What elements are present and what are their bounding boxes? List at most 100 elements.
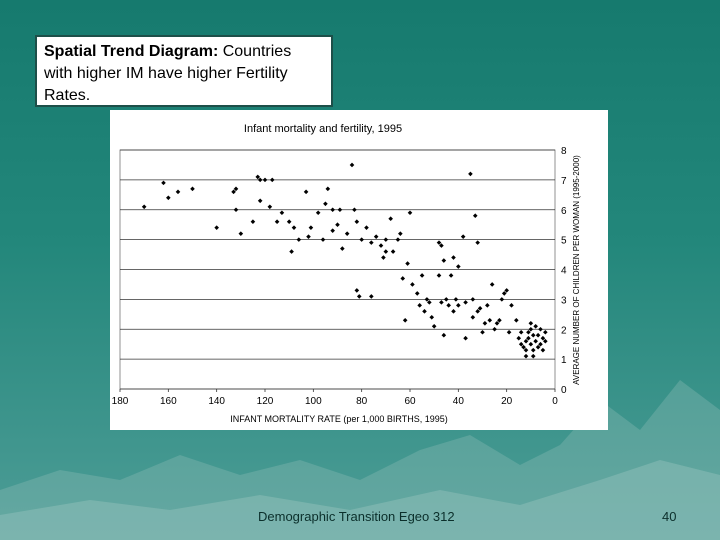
data-point xyxy=(439,243,444,248)
x-tick-label: 40 xyxy=(453,396,465,407)
data-point xyxy=(395,237,401,242)
chart-title: Infant mortality and fertility, 1995 xyxy=(244,123,402,135)
x-tick-label: 100 xyxy=(305,396,322,407)
data-point xyxy=(516,335,522,341)
data-point xyxy=(533,338,538,344)
data-point xyxy=(214,225,219,230)
x-tick-label: 80 xyxy=(356,396,368,407)
data-point xyxy=(141,204,147,210)
data-point xyxy=(262,177,268,183)
data-point xyxy=(279,210,285,216)
data-point xyxy=(410,282,415,287)
data-point xyxy=(521,344,526,350)
data-point xyxy=(320,237,326,242)
slide-title-box: Spatial Trend Diagram: Countries with hi… xyxy=(35,35,333,107)
data-point xyxy=(424,297,430,302)
y-tick-label: 4 xyxy=(561,266,567,277)
data-point xyxy=(487,317,493,323)
data-point xyxy=(175,189,181,195)
data-point xyxy=(451,255,456,260)
background-mountains xyxy=(0,380,720,540)
data-point xyxy=(472,213,478,219)
data-point xyxy=(530,353,536,359)
data-point xyxy=(480,329,485,335)
data-point xyxy=(291,225,297,230)
data-point xyxy=(518,329,524,335)
data-point xyxy=(523,338,529,344)
data-point xyxy=(354,219,360,224)
data-point xyxy=(514,317,519,323)
data-point xyxy=(470,315,476,320)
x-tick-label: 180 xyxy=(112,396,129,407)
data-point xyxy=(340,246,345,251)
data-point xyxy=(540,335,546,341)
data-point xyxy=(330,207,335,213)
data-point xyxy=(448,273,454,278)
data-point xyxy=(538,326,543,332)
data-point xyxy=(431,323,437,329)
data-point xyxy=(494,320,500,326)
data-point xyxy=(422,309,427,314)
data-point xyxy=(315,210,321,216)
data-point xyxy=(441,258,447,263)
x-tick-label: 60 xyxy=(404,396,416,407)
data-point xyxy=(523,353,529,359)
data-point xyxy=(378,243,384,248)
data-point xyxy=(456,264,461,269)
x-tick-label: 160 xyxy=(160,396,177,407)
data-point xyxy=(402,317,408,323)
x-tick-label: 140 xyxy=(208,396,225,407)
data-point xyxy=(501,291,507,296)
data-point xyxy=(407,210,413,216)
data-point xyxy=(267,204,273,210)
chart-panel: Infant mortality and fertility, 1995 180… xyxy=(110,110,608,430)
data-point xyxy=(492,326,497,332)
data-point xyxy=(303,189,309,195)
data-point xyxy=(509,303,514,308)
data-point xyxy=(518,341,524,347)
data-point xyxy=(489,282,495,287)
data-point xyxy=(383,249,389,254)
data-point xyxy=(161,180,166,186)
data-point xyxy=(499,297,505,302)
data-point xyxy=(436,240,442,245)
data-point xyxy=(373,234,379,239)
data-point xyxy=(381,255,386,260)
data-point xyxy=(369,294,374,299)
data-point xyxy=(417,303,422,308)
data-point xyxy=(398,231,403,236)
data-point xyxy=(344,231,350,236)
data-point xyxy=(233,207,239,213)
data-point xyxy=(497,317,502,323)
y-axis-label: AVERAGE NUMBER OF CHILDREN PER WOMAN (19… xyxy=(572,155,581,385)
slide-title-text: Countries with higher IM have higher Fer… xyxy=(44,43,292,104)
data-point xyxy=(470,297,476,302)
data-point xyxy=(463,335,468,341)
x-tick-label: 0 xyxy=(552,396,558,407)
data-point xyxy=(429,315,435,320)
data-point xyxy=(250,219,256,224)
data-point xyxy=(443,297,449,302)
y-tick-label: 2 xyxy=(561,325,567,336)
data-point xyxy=(485,303,490,308)
data-point xyxy=(451,309,456,314)
data-point xyxy=(325,186,331,192)
y-tick-label: 8 xyxy=(561,146,567,157)
data-point xyxy=(349,162,355,168)
data-point xyxy=(475,309,480,314)
data-point xyxy=(528,320,534,326)
data-point xyxy=(482,320,488,326)
data-point xyxy=(286,219,292,224)
data-point xyxy=(528,326,534,332)
data-point xyxy=(296,237,302,242)
data-point xyxy=(530,332,536,338)
data-point xyxy=(468,171,473,177)
data-point xyxy=(257,177,263,183)
data-point xyxy=(289,249,294,254)
data-point xyxy=(359,237,364,242)
data-point xyxy=(475,240,480,245)
data-point xyxy=(533,323,538,329)
data-point xyxy=(441,332,447,338)
scatter-chart: Infant mortality and fertility, 1995 180… xyxy=(112,123,581,424)
data-point xyxy=(540,347,546,353)
